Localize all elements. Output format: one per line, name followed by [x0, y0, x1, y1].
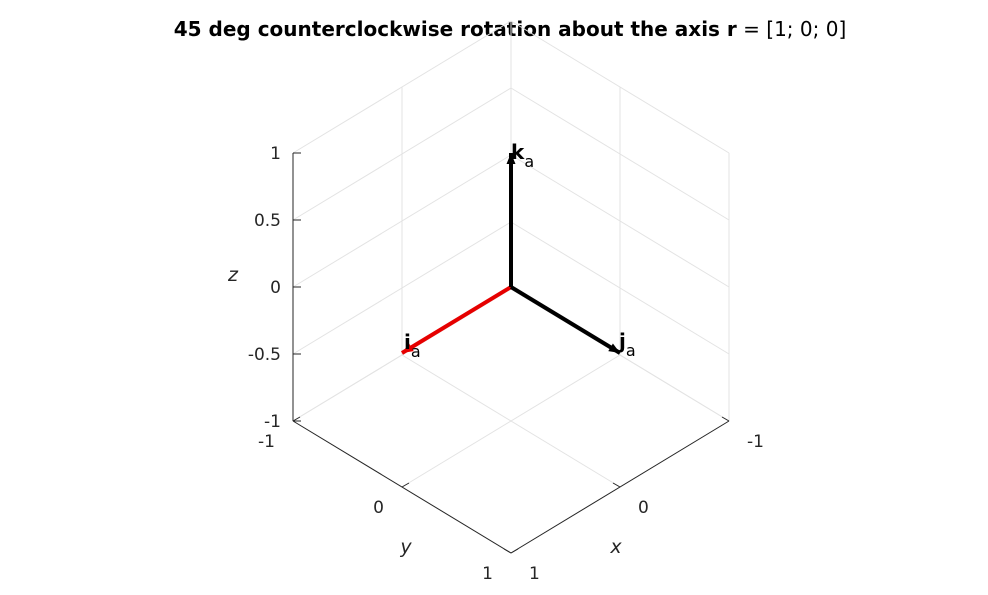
y-tick [292, 416, 301, 422]
y-tick [401, 482, 410, 488]
x-axis-label: x [609, 536, 622, 558]
tick-labels: -1 -0.5 0 0.5 1 -1 0 1 -1 0 1 [248, 144, 764, 584]
grid-line [401, 354, 621, 488]
z-tick-label: 0 [270, 278, 281, 298]
x-tick [721, 416, 730, 422]
vector-label-sub: a [626, 341, 636, 360]
y-tick-label: 1 [482, 564, 493, 584]
vector-label-i: ia [404, 330, 421, 361]
vector-arrowhead [506, 153, 516, 164]
x-tick-label: -1 [747, 432, 764, 452]
z-tick-label: 0.5 [254, 211, 281, 231]
grid-line [292, 20, 512, 154]
z-tick-label: -1 [264, 412, 281, 432]
vector-shaft [509, 285, 622, 355]
grid-line [292, 221, 512, 355]
chart-title: 45 deg counterclockwise rotation about t… [174, 17, 847, 41]
title-main: 45 deg counterclockwise rotation about t… [174, 17, 727, 41]
vector-arrowhead [402, 343, 414, 353]
vector-label-base: i [404, 330, 411, 354]
grid-line [510, 221, 730, 355]
x-tick-label: 1 [529, 564, 540, 584]
x-tick [503, 548, 512, 554]
y-tick [510, 548, 519, 554]
x-tick [612, 482, 621, 488]
vector-label-sub: a [411, 342, 421, 361]
vector-arrowhead [608, 343, 620, 353]
vector-label-base: j [618, 329, 626, 353]
z-axis-label: z [227, 264, 239, 286]
grid-line [510, 87, 730, 221]
vector-j-a [509, 285, 622, 355]
grid-line [292, 154, 512, 288]
y-tick-label: 0 [373, 498, 384, 518]
vectors [400, 153, 622, 355]
z-tick-label: 1 [270, 144, 281, 164]
grid-line [510, 154, 730, 288]
vector-k-a [506, 153, 516, 287]
y-axis-label: y [399, 536, 412, 558]
title-tail: = [1; 0; 0] [737, 17, 846, 41]
title-variable: r [727, 17, 737, 41]
axes [292, 152, 730, 554]
x-tick-label: 0 [638, 498, 649, 518]
vector-label-base: k [511, 140, 525, 164]
z-tick-label: -0.5 [248, 345, 281, 365]
grid-line [292, 87, 512, 221]
vector-shaft [400, 285, 513, 355]
vector-label-k: ka [511, 140, 534, 171]
y-tick-label: -1 [258, 432, 275, 452]
vector-i-a [400, 285, 513, 355]
grid-line [510, 20, 730, 154]
vector-label-sub: a [524, 152, 534, 171]
vector-label-j: ja [618, 329, 636, 360]
